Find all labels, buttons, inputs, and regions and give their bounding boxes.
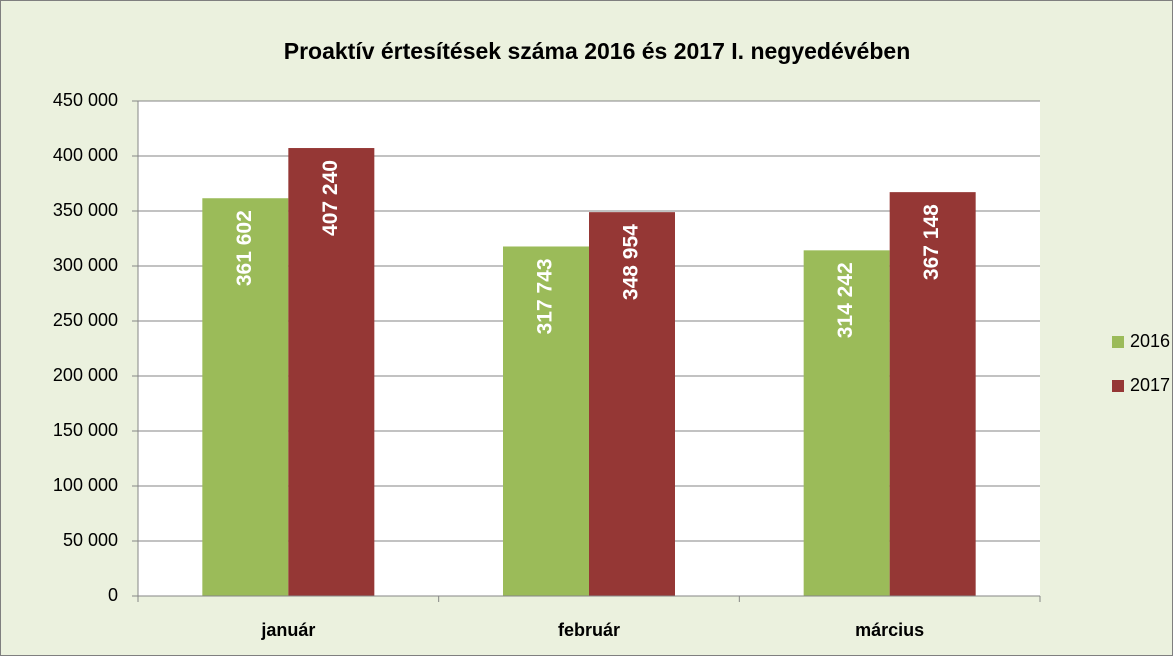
y-tick-label: 400 000 [53, 145, 118, 165]
chart-title: Proaktív értesítések száma 2016 és 2017 … [284, 38, 911, 64]
y-tick-label: 450 000 [53, 90, 118, 110]
legend-label: 2016 [1130, 331, 1170, 351]
bar [589, 212, 675, 596]
data-label: 367 148 [920, 204, 943, 280]
bar [288, 148, 375, 596]
y-tick-label: 350 000 [53, 200, 118, 220]
data-label: 317 743 [534, 258, 557, 334]
y-tick-label: 100 000 [53, 475, 118, 495]
data-label: 314 242 [834, 262, 857, 338]
y-tick-label: 300 000 [53, 255, 118, 275]
data-label: 348 954 [620, 224, 643, 300]
y-tick-label: 150 000 [53, 420, 118, 440]
legend-swatch [1112, 336, 1124, 348]
y-tick-label: 0 [108, 585, 118, 605]
bar [889, 192, 976, 596]
y-tick-label: 200 000 [53, 365, 118, 385]
y-tick-label: 50 000 [63, 530, 118, 550]
x-tick-label: március [855, 620, 924, 640]
legend-label: 2017 [1130, 375, 1170, 395]
x-tick-label: február [558, 620, 620, 640]
data-label: 407 240 [319, 160, 342, 236]
bar [503, 246, 589, 596]
legend-swatch [1112, 380, 1124, 392]
data-label: 361 602 [233, 210, 256, 286]
x-tick-label: január [260, 620, 315, 640]
bar [202, 198, 289, 596]
bar [803, 250, 890, 596]
y-tick-label: 250 000 [53, 310, 118, 330]
